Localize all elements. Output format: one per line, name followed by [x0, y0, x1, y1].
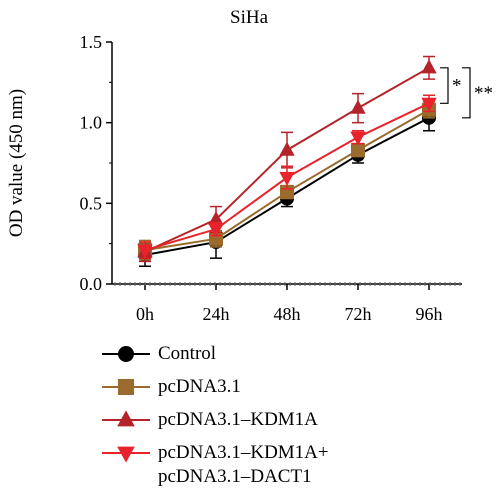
- y-tick-label: 0.0: [80, 274, 103, 294]
- legend-item: Control: [100, 340, 490, 373]
- legend: Control pcDNA3.1 pcDNA3.1–KDM1A pcDNA3.1–KD…: [100, 340, 490, 499]
- y-tick-label: 1.5: [80, 32, 103, 52]
- legend-item: pcDNA3.1: [100, 373, 490, 406]
- significance-label: **: [474, 83, 493, 104]
- significance-label: *: [452, 76, 462, 97]
- legend-label: pcDNA3.1–KDM1A: [158, 409, 318, 430]
- legend-marker: [117, 446, 135, 463]
- data-point: [350, 99, 366, 114]
- legend-marker: [118, 379, 134, 395]
- significance-bracket: [440, 67, 449, 104]
- data-point: [137, 244, 153, 259]
- legend-item: pcDNA3.1–KDM1A+ pcDNA3.1–DACT1: [100, 439, 490, 499]
- legend-swatch: [102, 446, 150, 463]
- x-tick-label: 48h: [274, 304, 301, 324]
- data-point: [351, 143, 365, 158]
- chart-area: SiHa OD value (450 nm) 0.0 0.5 1.0 1.5 0h 24h 48…: [6, 7, 493, 324]
- legend-swatch: [102, 379, 150, 395]
- legend-marker: [117, 410, 135, 427]
- x-tick-label: 0h: [136, 304, 154, 324]
- significance-bracket: [462, 67, 471, 119]
- x-tick-label: 96h: [416, 304, 443, 324]
- legend-marker: [118, 346, 134, 362]
- chart-title: SiHa: [230, 7, 269, 28]
- data-point: [350, 131, 366, 146]
- data-point: [208, 223, 224, 238]
- data-point: [421, 97, 437, 112]
- legend-label: pcDNA3.1–KDM1A+ pcDNA3.1–DACT1: [158, 442, 329, 487]
- data-point: [279, 141, 295, 156]
- data-point: [279, 171, 295, 186]
- legend-label: Control: [158, 343, 217, 364]
- x-tick-label: 24h: [203, 304, 230, 324]
- y-axis-label: OD value (450 nm): [6, 89, 27, 237]
- legend-label: pcDNA3.1: [158, 376, 241, 397]
- legend-item: pcDNA3.1–KDM1A: [100, 406, 490, 439]
- data-point: [421, 59, 437, 74]
- x-tick-label: 72h: [345, 304, 372, 324]
- legend-swatch: [102, 410, 150, 427]
- y-tick-label: 1.0: [80, 113, 103, 133]
- data-point: [208, 211, 224, 226]
- legend-swatch: [102, 346, 150, 362]
- y-tick-label: 0.5: [80, 193, 103, 213]
